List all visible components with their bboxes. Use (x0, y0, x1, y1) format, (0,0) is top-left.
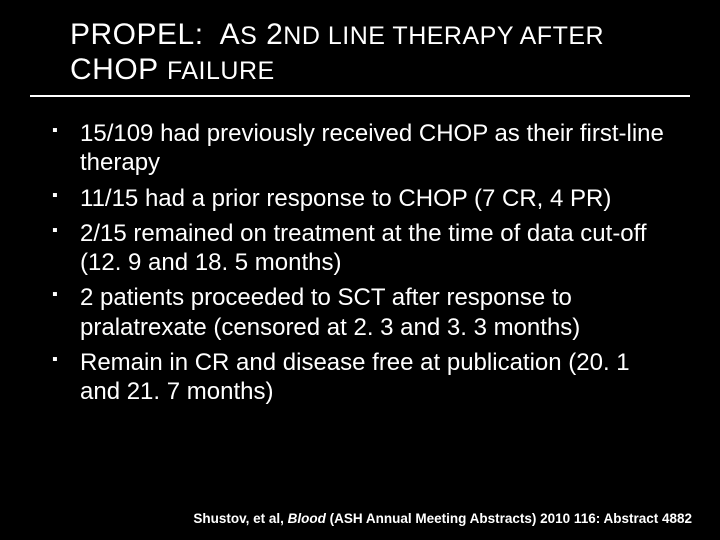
title-container: PROPEL: AS 2ND LINE THERAPY AFTER CHOP F… (30, 0, 690, 97)
citation-suffix: (ASH Annual Meeting Abstracts) 2010 116:… (326, 511, 692, 526)
list-item: 2/15 remained on treatment at the time o… (50, 219, 670, 278)
slide: PROPEL: AS 2ND LINE THERAPY AFTER CHOP F… (0, 0, 720, 540)
title-text: PROPEL: AS 2ND LINE THERAPY AFTER CHOP F… (70, 18, 604, 86)
list-item: 11/15 had a prior response to CHOP (7 CR… (50, 184, 670, 213)
list-item: Remain in CR and disease free at publica… (50, 348, 670, 407)
body-container: 15/109 had previously received CHOP as t… (0, 97, 720, 406)
citation: Shustov, et al, Blood (ASH Annual Meetin… (193, 511, 692, 526)
list-item: 15/109 had previously received CHOP as t… (50, 119, 670, 178)
citation-prefix: Shustov, et al, (193, 511, 287, 526)
slide-title: PROPEL: AS 2ND LINE THERAPY AFTER CHOP F… (70, 18, 660, 87)
bullet-list: 15/109 had previously received CHOP as t… (50, 119, 670, 406)
citation-journal: Blood (288, 511, 326, 526)
list-item: 2 patients proceeded to SCT after respon… (50, 283, 670, 342)
